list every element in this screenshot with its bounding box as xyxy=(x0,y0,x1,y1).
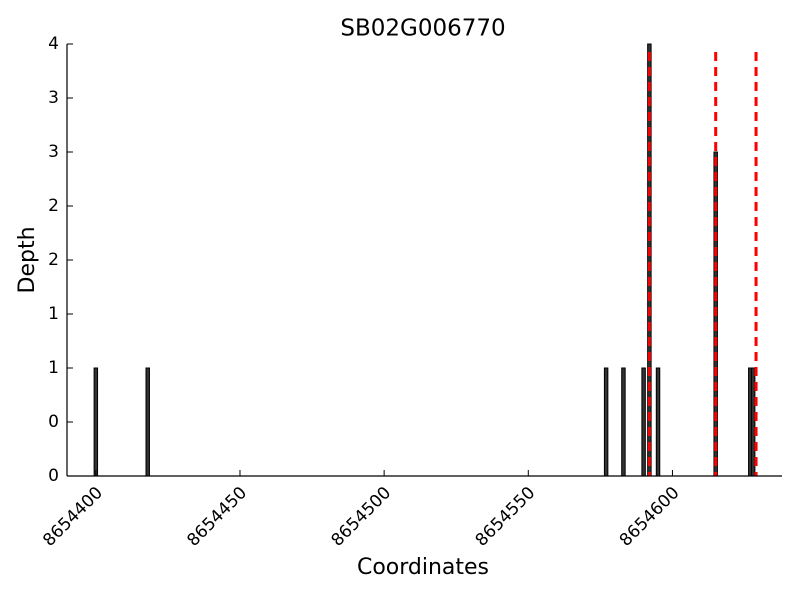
y-tick-label: 1 xyxy=(48,304,59,324)
bar xyxy=(603,367,609,477)
y-tick-label: 3 xyxy=(48,88,59,108)
bar xyxy=(145,367,150,477)
y-tick-label: 2 xyxy=(48,250,59,270)
y-axis-label: Depth xyxy=(15,226,40,293)
y-tick-label: 0 xyxy=(48,466,59,486)
bar xyxy=(655,367,661,477)
chart-title: SB02G006770 xyxy=(340,16,505,42)
bar xyxy=(621,367,626,477)
bar xyxy=(641,367,646,477)
y-tick-label: 3 xyxy=(48,142,59,162)
bar xyxy=(750,367,756,477)
x-axis-label: Coordinates xyxy=(357,555,489,580)
bar xyxy=(93,367,99,477)
y-tick-label: 1 xyxy=(48,358,59,378)
y-tick-label: 4 xyxy=(48,34,59,54)
bar xyxy=(647,43,652,477)
y-tick-label: 2 xyxy=(48,196,59,216)
y-tick-label: 0 xyxy=(48,412,59,432)
